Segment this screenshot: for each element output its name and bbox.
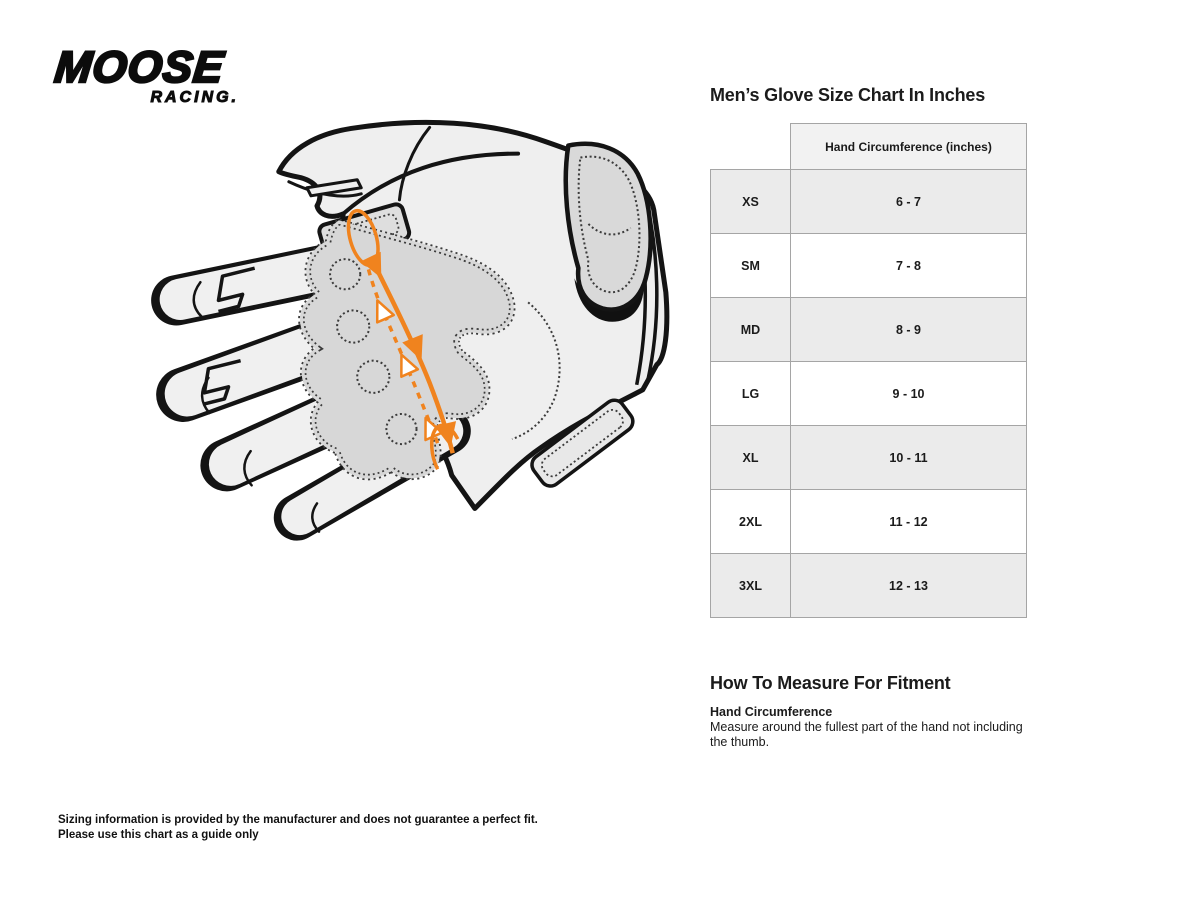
size-range: 9 - 10 [790,361,1027,426]
size-row-xl: XL 10 - 11 [710,425,1027,490]
brand-logo: MOOSE RACING. [51,42,245,107]
size-row-xs: XS 6 - 7 [710,169,1027,234]
palm-pad [298,218,561,481]
how-to-measure-title: How To Measure For Fitment [710,673,951,693]
brand-logo-racing: RACING. [150,89,239,107]
size-row-2xl: 2XL 11 - 12 [710,489,1027,554]
size-row-sm: SM 7 - 8 [710,233,1027,298]
disclaimer-line-2: Please use this chart as a guide only [58,829,259,841]
size-range: 11 - 12 [790,489,1027,554]
hand-circumference-instructions: Measure around the fullest part of the h… [710,720,1023,749]
size-label: LG [710,361,791,426]
size-range: 12 - 13 [790,553,1027,618]
size-range: 10 - 11 [790,425,1027,490]
size-chart-table: Hand Circumference (inches) XS 6 - 7 SM 7 -… [710,123,1027,618]
wrist-strap [563,141,653,312]
hand-circumference-measure-arrows [346,208,460,471]
column-header-hand-circumference: Hand Circumference (inches) [790,123,1027,170]
size-row-md: MD 8 - 9 [710,297,1027,362]
glove-measurement-illustration [151,119,670,541]
how-to-measure-section: How To Measure For Fitment Hand Circumfe… [710,673,1032,750]
finger-logo-marks [202,266,256,406]
hand-circumference-subtitle: Hand Circumference [710,705,833,719]
size-row-3xl: 3XL 12 - 13 [710,553,1027,618]
size-label: 3XL [710,553,791,618]
wrist-hem [530,398,635,488]
sizing-disclaimer: Sizing information is provided by the ma… [58,813,538,843]
empty-header-cell [711,124,791,170]
size-chart-title: Men’s Glove Size Chart In Inches [710,85,986,105]
size-label: SM [710,233,791,298]
brand-logo-moose: MOOSE [51,42,227,94]
size-range: 8 - 9 [790,297,1027,362]
header-row: Hand Circumference (inches) [711,123,1027,170]
size-label: MD [710,297,791,362]
size-label: XL [710,425,791,490]
size-range: 7 - 8 [790,233,1027,298]
size-label: XS [710,169,791,234]
size-chart-section: Men’s Glove Size Chart In Inches Hand Ci… [710,85,1027,750]
strap-shadow [574,278,644,322]
disclaimer-line-1: Sizing information is provided by the ma… [58,814,538,826]
palm-stitch-circles [329,258,418,446]
size-label: 2XL [710,489,791,554]
size-row-lg: LG 9 - 10 [710,361,1027,426]
size-range: 6 - 7 [790,169,1027,234]
